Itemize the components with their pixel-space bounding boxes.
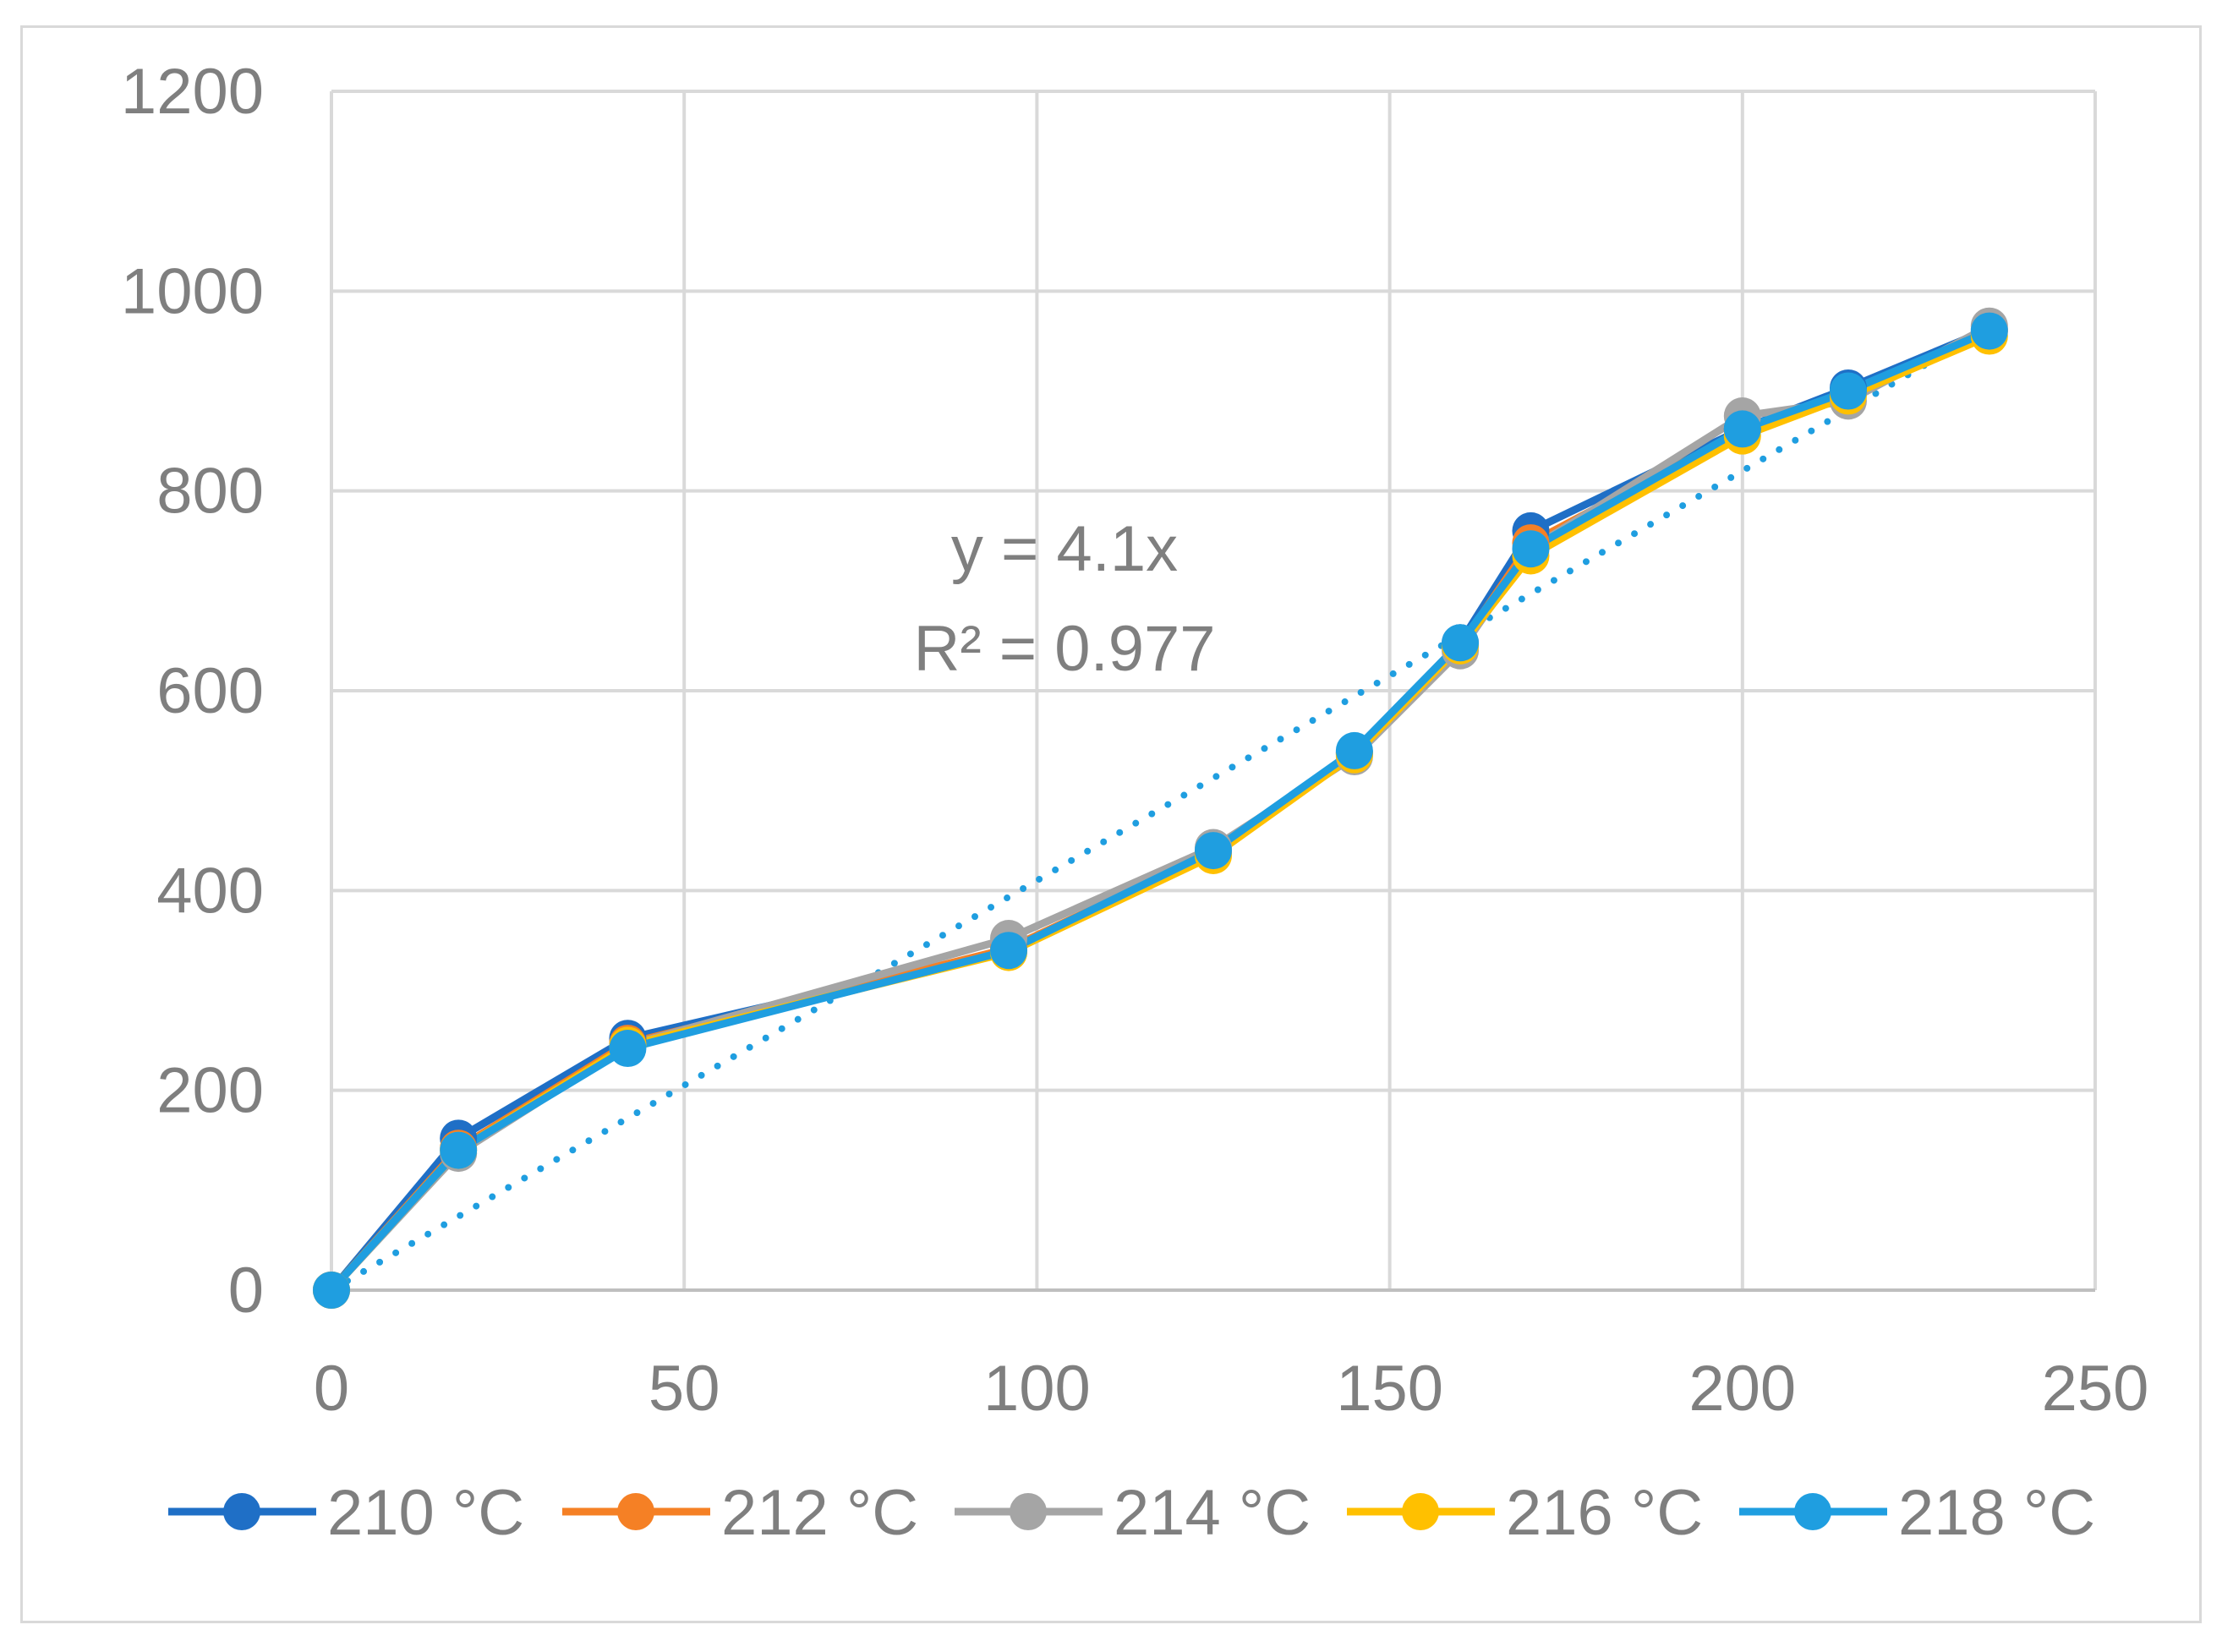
data-point <box>1970 312 2008 350</box>
data-point <box>440 1131 478 1169</box>
data-point <box>609 1030 647 1068</box>
series-line <box>328 325 1991 1293</box>
legend-label: 214 °C <box>1114 1477 1311 1549</box>
legend-marker <box>1010 1493 1047 1530</box>
data-point <box>313 1272 350 1309</box>
series-layer <box>313 307 2008 1309</box>
legend: 210 °C 212 °C 214 °C 216 °C 218 °C <box>168 1477 2095 1549</box>
y-tick-label: 400 <box>156 855 264 927</box>
data-point <box>1335 731 1373 769</box>
x-tick-label: 200 <box>1688 1353 1796 1425</box>
x-tick-label: 150 <box>1336 1353 1443 1425</box>
legend-label: 216 °C <box>1506 1477 1703 1549</box>
axis-layer: 0 200 400 600 800 1000 1200 0 50 100 150 200 250 <box>121 56 2148 1425</box>
grid-layer <box>330 90 2097 1290</box>
data-point <box>1195 832 1232 870</box>
y-tick-label: 1000 <box>121 255 264 327</box>
x-tick-label: 0 <box>314 1353 349 1425</box>
y-tick-label: 600 <box>156 655 264 727</box>
annotation-layer: y = 4.1x R² = 0.977 <box>914 513 1216 685</box>
data-point <box>1723 410 1761 448</box>
trendline-layer <box>328 324 1993 1294</box>
y-tick-label: 1200 <box>121 56 264 128</box>
trendline-equation: y = 4.1x <box>951 513 1178 585</box>
data-point <box>1442 624 1480 662</box>
legend-label: 212 °C <box>721 1477 918 1549</box>
data-point <box>1512 530 1550 568</box>
x-tick-label: 50 <box>649 1353 720 1425</box>
x-tick-label: 250 <box>2042 1353 2149 1425</box>
chart-svg: 0 200 400 600 800 1000 1200 0 50 100 150 200 250 y =… <box>121 56 2148 1549</box>
trendline-r-squared: R² = 0.977 <box>914 613 1216 685</box>
y-tick-label: 0 <box>228 1255 264 1327</box>
data-point <box>990 932 1028 970</box>
series-line <box>328 327 1991 1294</box>
data-point <box>1829 372 1867 410</box>
x-tick-label: 100 <box>983 1353 1091 1425</box>
trendline <box>328 324 1993 1294</box>
legend-marker <box>617 1493 654 1530</box>
legend-label: 210 °C <box>327 1477 524 1549</box>
series-line <box>328 322 1991 1294</box>
series-line <box>328 327 1991 1294</box>
y-tick-label: 800 <box>156 456 264 528</box>
legend-marker <box>1794 1493 1831 1530</box>
legend-marker <box>223 1493 260 1530</box>
legend-marker <box>1402 1493 1439 1530</box>
series-line <box>328 332 1991 1294</box>
legend-label: 218 °C <box>1898 1477 2095 1549</box>
y-tick-label: 200 <box>156 1055 264 1127</box>
chart-frame: 0 200 400 600 800 1000 1200 0 50 100 150 200 250 y =… <box>20 25 2202 1623</box>
